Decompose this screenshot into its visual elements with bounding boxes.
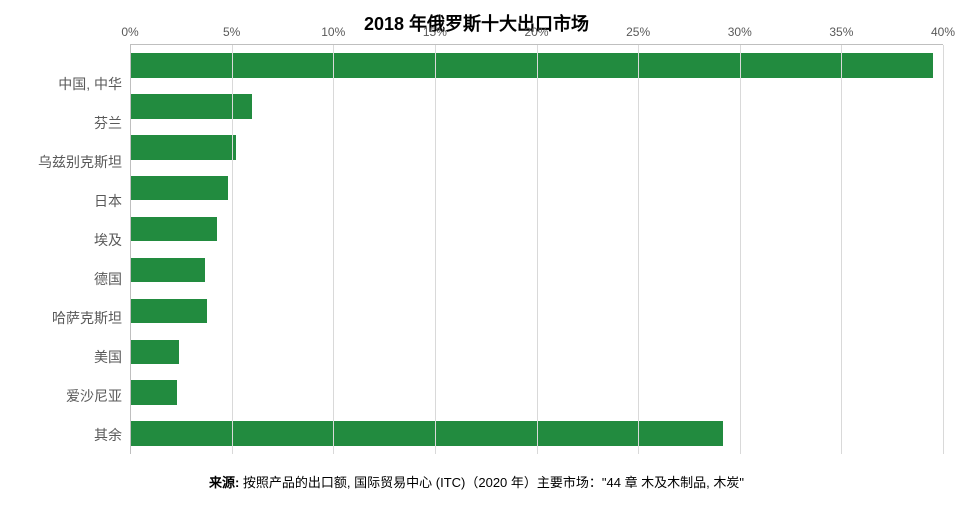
y-axis-label: 日本 [10, 181, 130, 220]
chart-container: 2018 年俄罗斯十大出口市场 中国, 中华芬兰乌兹别克斯坦日本埃及德国哈萨克斯… [0, 0, 963, 516]
source-label: 来源: [209, 475, 243, 490]
x-axis: 0%5%10%15%20%25%30%35%40% [130, 25, 943, 45]
gridline [841, 45, 842, 454]
y-axis-label: 其余 [10, 415, 130, 454]
bar [130, 380, 177, 405]
gridline [232, 45, 233, 454]
source-text: 按照产品的出口额, 国际贸易中心 (ITC)（2020 年）主要市场："44 章… [243, 475, 744, 490]
x-axis-tick: 35% [829, 25, 853, 39]
x-axis-tick: 40% [931, 25, 955, 39]
x-axis-tick: 30% [728, 25, 752, 39]
bar [130, 421, 723, 446]
x-axis-tick: 25% [626, 25, 650, 39]
bar [130, 53, 933, 78]
bar [130, 94, 252, 119]
y-axis-label: 乌兹别克斯坦 [10, 142, 130, 181]
gridline [638, 45, 639, 454]
gridline [943, 45, 944, 454]
bar [130, 299, 207, 324]
bar [130, 176, 228, 201]
gridline [435, 45, 436, 454]
gridline [537, 45, 538, 454]
y-axis-label: 埃及 [10, 220, 130, 259]
x-axis-tick: 20% [524, 25, 548, 39]
y-axis-labels: 中国, 中华芬兰乌兹别克斯坦日本埃及德国哈萨克斯坦美国爱沙尼亚其余 [10, 44, 130, 454]
x-axis-tick: 5% [223, 25, 240, 39]
bar [130, 340, 179, 365]
gridline [130, 45, 131, 454]
y-axis-label: 美国 [10, 337, 130, 376]
y-axis-label: 德国 [10, 259, 130, 298]
y-axis-label: 哈萨克斯坦 [10, 298, 130, 337]
y-axis-label: 中国, 中华 [10, 64, 130, 103]
bar [130, 135, 236, 160]
bar [130, 217, 217, 242]
y-axis-label: 芬兰 [10, 103, 130, 142]
plot-area: 0%5%10%15%20%25%30%35%40% [130, 44, 943, 454]
x-axis-tick: 10% [321, 25, 345, 39]
chart-body: 中国, 中华芬兰乌兹别克斯坦日本埃及德国哈萨克斯坦美国爱沙尼亚其余 0%5%10… [10, 44, 943, 454]
source-line: 来源: 按照产品的出口额, 国际贸易中心 (ITC)（2020 年）主要市场："… [10, 472, 943, 491]
x-axis-tick: 0% [121, 25, 138, 39]
gridline [740, 45, 741, 454]
y-axis-label: 爱沙尼亚 [10, 376, 130, 415]
x-axis-tick: 15% [423, 25, 447, 39]
gridline [333, 45, 334, 454]
bar [130, 258, 205, 283]
